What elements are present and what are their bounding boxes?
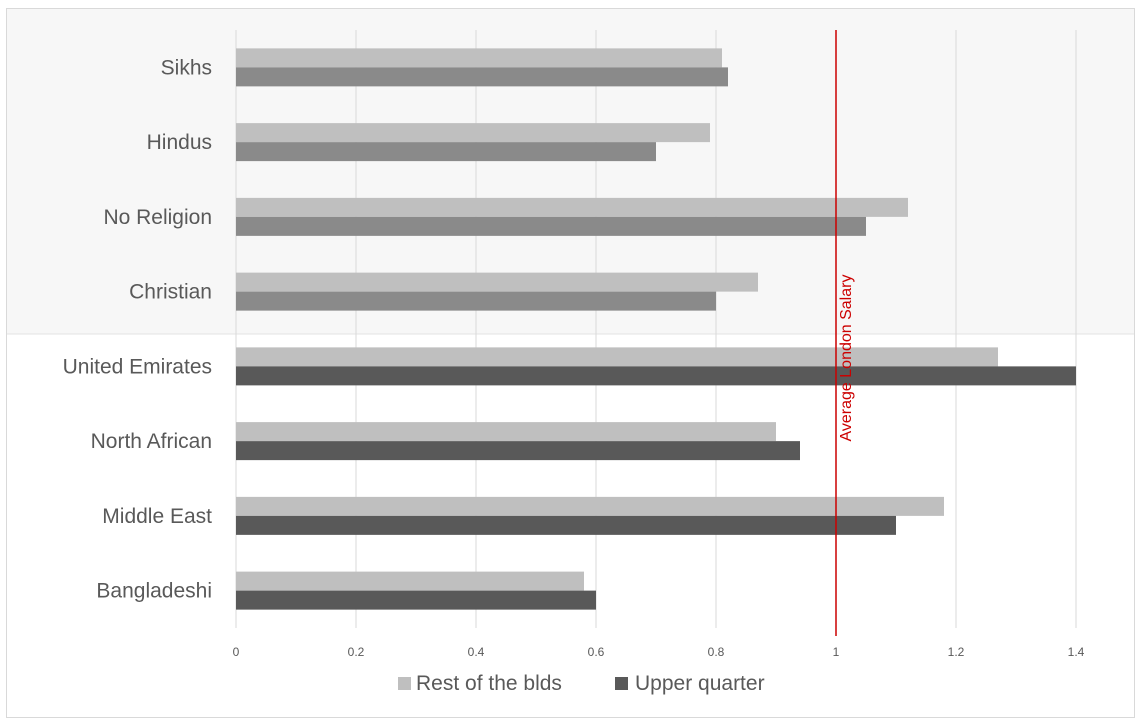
legend-label-rest: Rest of the blds — [416, 672, 562, 695]
reference-line-group: Average London Salary — [835, 30, 855, 636]
x-tick-label: 1 — [833, 645, 840, 659]
category-label: Middle East — [102, 505, 212, 528]
x-tick-label: 0.6 — [588, 645, 605, 659]
bar-upper — [236, 441, 800, 461]
reference-line-label: Average London Salary — [838, 275, 855, 442]
category-label: United Emirates — [63, 355, 212, 378]
category-label: Christian — [129, 281, 212, 304]
bar-rest — [236, 48, 722, 68]
bar-rest — [236, 496, 944, 516]
x-tick-label: 0.4 — [468, 645, 485, 659]
bar-rest — [236, 272, 758, 292]
legend-swatch-upper — [615, 677, 628, 690]
bars — [236, 48, 1076, 610]
legend-swatch-rest — [398, 677, 411, 690]
category-label: Sikhs — [161, 56, 212, 79]
bar-rest — [236, 571, 584, 591]
bar-upper — [236, 291, 716, 311]
legend-label-upper: Upper quarter — [635, 672, 765, 695]
bar-rest — [236, 123, 710, 143]
category-label: Bangladeshi — [96, 580, 212, 603]
bar-rest — [236, 422, 776, 442]
bar-upper — [236, 590, 596, 610]
bar-upper — [236, 515, 896, 535]
category-label: Hindus — [147, 131, 212, 154]
bar-upper — [236, 67, 728, 87]
x-tick-label: 1.2 — [948, 645, 965, 659]
x-tick-label: 0.8 — [708, 645, 725, 659]
bar-rest — [236, 197, 908, 217]
bar-upper — [236, 216, 866, 236]
bar-rest — [236, 347, 998, 367]
legend: Rest of the blds Upper quarter — [398, 672, 765, 695]
bar-upper — [236, 366, 1076, 386]
category-labels: Sikhs Hindus No Religion Christian United Em… — [63, 56, 213, 602]
bar-upper — [236, 142, 656, 162]
category-label: No Religion — [103, 206, 212, 229]
x-tick-label: 0.2 — [348, 645, 365, 659]
x-tick-labels: 0 0.2 0.4 0.6 0.8 1 1.2 1.4 — [233, 645, 1085, 659]
x-tick-label: 0 — [233, 645, 240, 659]
x-tick-label: 1.4 — [1068, 645, 1085, 659]
category-label: North African — [91, 430, 212, 453]
